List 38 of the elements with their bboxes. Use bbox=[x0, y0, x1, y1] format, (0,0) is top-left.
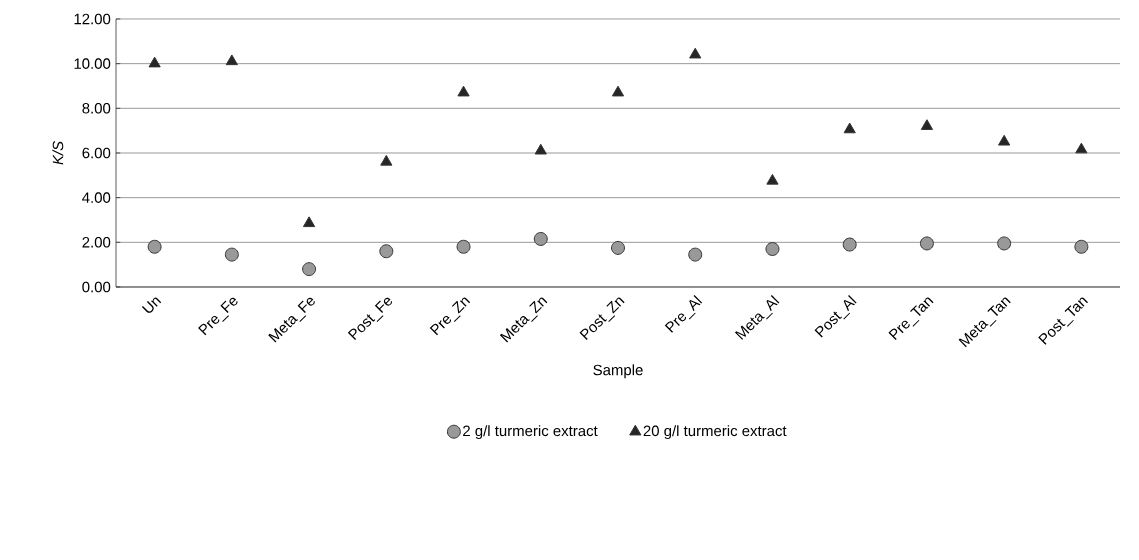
y-tick-label: 0.00 bbox=[82, 281, 111, 293]
point bbox=[380, 154, 393, 166]
point bbox=[920, 119, 934, 130]
y-tick-label: 10.00 bbox=[74, 58, 111, 69]
point bbox=[225, 54, 238, 66]
point bbox=[998, 134, 1011, 146]
point bbox=[148, 56, 161, 68]
point bbox=[843, 122, 856, 134]
legend-label: 2 g/l turmeric extract bbox=[463, 425, 598, 440]
y-tick-label: 12.00 bbox=[74, 13, 111, 25]
point bbox=[1075, 142, 1088, 154]
point bbox=[224, 247, 239, 262]
point bbox=[302, 262, 317, 277]
point bbox=[997, 236, 1012, 251]
point bbox=[533, 231, 548, 246]
point bbox=[765, 242, 780, 256]
point bbox=[147, 239, 162, 254]
point bbox=[842, 237, 857, 252]
point bbox=[534, 143, 547, 155]
point bbox=[302, 216, 316, 228]
x-tick-label: Un bbox=[141, 297, 162, 313]
x-axis-title: Sample bbox=[593, 364, 643, 379]
point bbox=[611, 85, 625, 97]
y-tick-label: 4.00 bbox=[82, 192, 111, 203]
point bbox=[379, 244, 394, 259]
point bbox=[1074, 239, 1089, 254]
point bbox=[611, 240, 625, 255]
point bbox=[689, 47, 702, 59]
y-tick-label: 8.00 bbox=[82, 103, 111, 114]
point bbox=[457, 85, 470, 97]
point bbox=[919, 236, 934, 251]
legend-label: 20 g/l turmeric extract bbox=[643, 425, 787, 440]
point bbox=[456, 239, 471, 254]
point bbox=[688, 247, 703, 262]
y-tick-label: 6.00 bbox=[82, 147, 111, 159]
y-tick-label: 2.00 bbox=[82, 237, 111, 248]
y-axis-title: K/S bbox=[52, 141, 64, 165]
point bbox=[766, 173, 779, 185]
